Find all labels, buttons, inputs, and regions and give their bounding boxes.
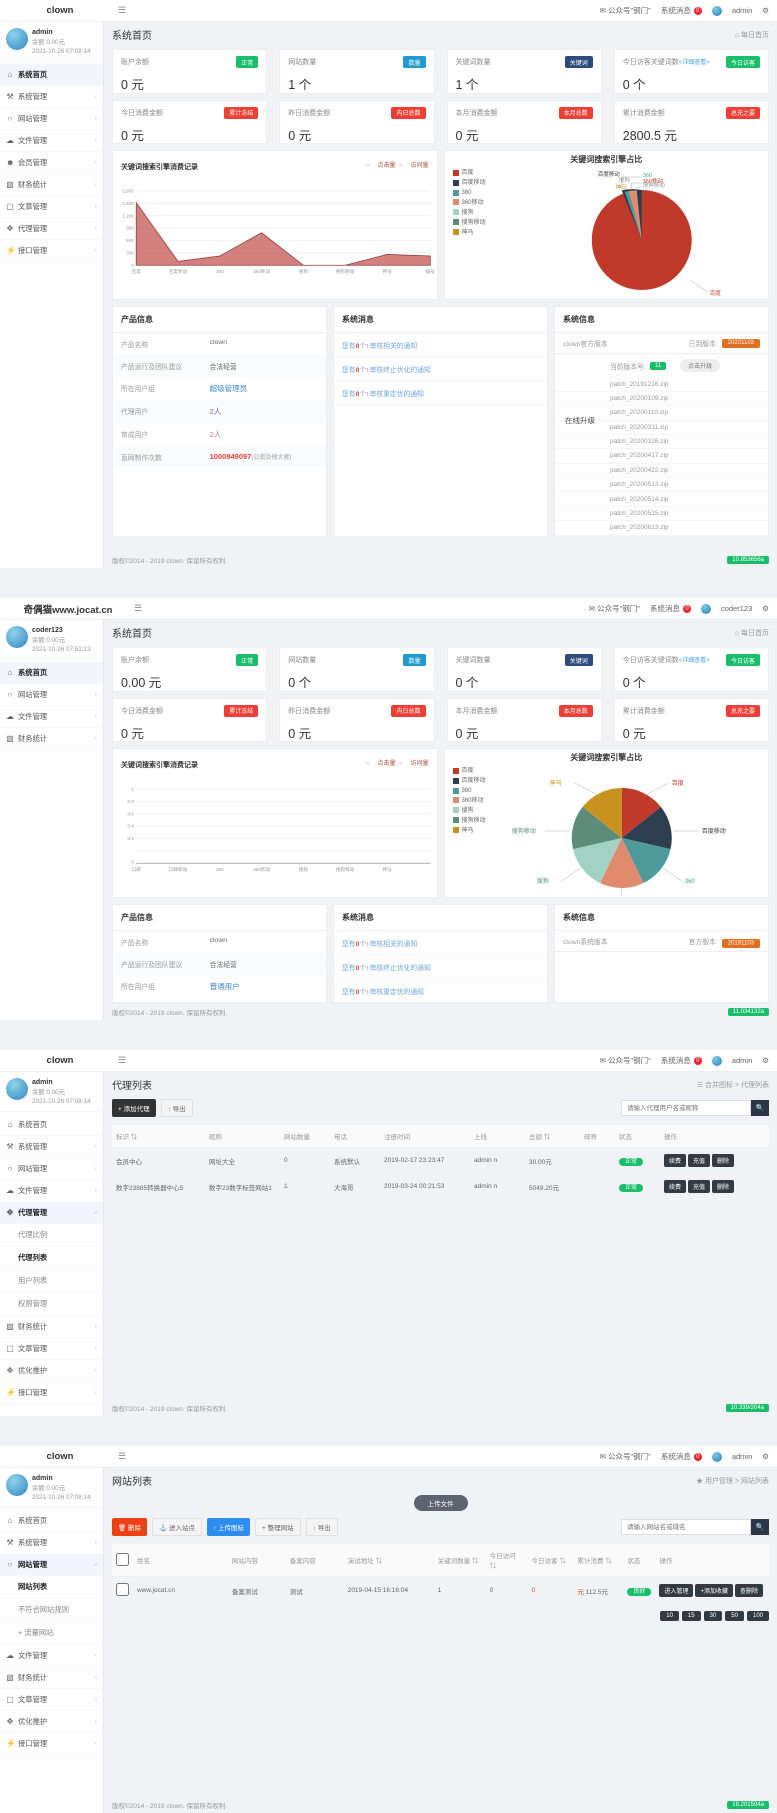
svg-text:0.2: 0.2 [127,836,134,841]
svg-text:0: 0 [131,860,134,865]
svg-text:1,200: 1,200 [122,214,134,219]
svg-text:0: 0 [131,263,134,268]
svg-text:搜狗移动: 搜狗移动 [336,268,355,275]
svg-text:口碑: 口碑 [132,866,142,873]
svg-text:百度: 百度 [132,268,142,275]
svg-text:百度: 百度 [709,289,721,297]
svg-text:360: 360 [684,879,695,885]
svg-text:搜狗: 搜狗 [299,268,309,275]
svg-text:360移动: 360移动 [253,268,270,275]
svg-text:360: 360 [216,269,224,274]
svg-text:300: 300 [126,251,134,256]
svg-text:360移动: 360移动 [253,866,270,873]
svg-text:神马: 神马 [382,268,392,275]
svg-text:口碑移动: 口碑移动 [169,866,188,873]
svg-text:搜狗移动: 搜狗移动 [511,827,535,835]
svg-text:百度移动: 百度移动 [169,268,188,275]
svg-text:搜狗: 搜狗 [618,176,630,184]
svg-text:1,500: 1,500 [122,201,134,206]
svg-text:搜狗移动: 搜狗移动 [336,866,355,873]
svg-text:600: 600 [126,238,134,243]
svg-text:1: 1 [131,787,134,792]
svg-text:搜狗移动: 搜狗移动 [642,181,665,189]
svg-text:1,800: 1,800 [122,189,134,194]
svg-text:编号: 编号 [426,268,436,275]
svg-text:百度移动: 百度移动 [597,170,620,178]
svg-text:0.8: 0.8 [127,799,134,804]
svg-text:900: 900 [126,226,134,231]
svg-text:神马: 神马 [615,183,627,191]
svg-text:搜狗: 搜狗 [536,877,548,885]
svg-text:神马: 神马 [382,866,392,873]
svg-text:0.4: 0.4 [127,824,134,829]
svg-text:搜狗: 搜狗 [299,866,309,873]
svg-text:神马: 神马 [549,779,561,787]
svg-text:百度: 百度 [671,779,683,787]
svg-text:360: 360 [216,867,224,872]
svg-text:百度移动: 百度移动 [701,827,725,835]
svg-text:0.6: 0.6 [127,812,134,817]
